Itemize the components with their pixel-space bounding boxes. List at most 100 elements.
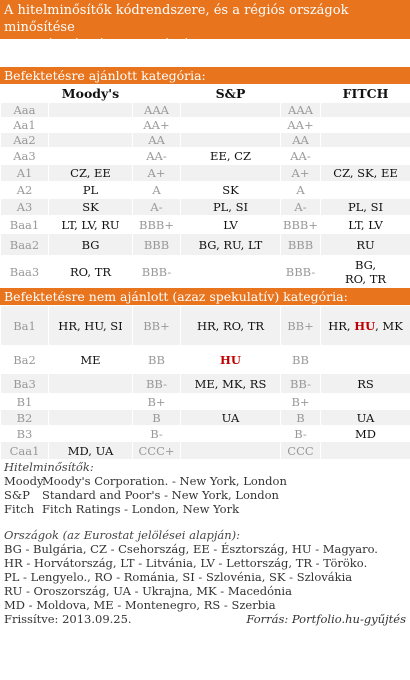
rating-row: Aa3 AA- EE, CZ AA- — [0, 147, 410, 165]
moodys-grade: Baa1 — [0, 215, 49, 234]
moodys-grade: B2 — [0, 409, 49, 426]
sp-countries — [180, 393, 281, 410]
header-fitch: FITCH — [320, 84, 410, 103]
fitch-grade: B — [280, 409, 321, 426]
sp-countries: PL, SI — [180, 198, 281, 216]
fitch-grade: AA — [280, 132, 321, 148]
header-moodys: Moody's — [48, 84, 133, 103]
rating-row: B1 B+ B+ — [0, 393, 410, 410]
rating-row: Aa2 AA AA — [0, 132, 410, 148]
fitch-countries — [320, 181, 410, 199]
moodys-grade: A1 — [0, 164, 49, 182]
fitch-countries: BG, RO, TR — [320, 255, 410, 288]
fitch-countries: RU — [320, 233, 410, 256]
rating-row: Caa1 MD, UA CCC+ CCC — [0, 441, 410, 460]
moodys-grade: B3 — [0, 425, 49, 442]
footer: Frissítve: 2013.09.25. Forrás: Portfolio… — [4, 612, 406, 626]
sp-countries — [180, 117, 281, 133]
sp-countries — [180, 164, 281, 182]
moodys-grade: Caa1 — [0, 441, 49, 460]
sp-grade: A- — [132, 198, 181, 216]
sp-grade: AAA — [132, 102, 181, 118]
sp-grade: B — [132, 409, 181, 426]
fitch-countries — [320, 345, 410, 374]
fitch-countries: RS — [320, 373, 410, 394]
moodys-countries: CZ, EE — [48, 164, 133, 182]
rating-row: Ba1 HR, HU, SI BB+ HR, RO, TR BB+ HR, HU, MK — [0, 305, 410, 346]
sp-countries: UA — [180, 409, 281, 426]
sp-countries: EE, CZ — [180, 147, 281, 165]
sp-grade: BBB+ — [132, 215, 181, 234]
hungary-highlight: HU — [220, 352, 241, 367]
moodys-countries — [48, 147, 133, 165]
fitch-countries — [320, 393, 410, 410]
fitch-countries — [320, 102, 410, 118]
fitch-grade: BBB- — [280, 255, 321, 288]
country-line: PL - Lengyelo., RO - Románia, SI - Szlov… — [4, 570, 353, 584]
sp-countries: SK — [180, 181, 281, 199]
moodys-countries: RO, TR — [48, 255, 133, 288]
moodys-countries: SK — [48, 198, 133, 216]
header-banner: A hitelminősítők kódrendszere, és a régi… — [0, 0, 410, 51]
moodys-countries: ME — [48, 345, 133, 374]
sp-grade: BBB- — [132, 255, 181, 288]
rating-row: A1 CZ, EE A+ A+ CZ, SK, EE — [0, 164, 410, 182]
fitch-grade: AAA — [280, 102, 321, 118]
fitch-countries — [320, 132, 410, 148]
fitch-grade: AA- — [280, 147, 321, 165]
investment-table: Moody's S&P FITCH Aaa AAA AAA Aa1 AA+ AA+ Aa2 A… — [0, 84, 410, 288]
sp-grade: AA- — [132, 147, 181, 165]
agencies-heading: Hitelminősítők: — [4, 460, 94, 474]
hungary-highlight: HU — [354, 318, 376, 333]
fitch-grade: B+ — [280, 393, 321, 410]
sp-countries — [180, 132, 281, 148]
moodys-grade: Baa3 — [0, 255, 49, 288]
source: Forrás: Portfolio.hu-gyűjtés — [246, 612, 406, 626]
moodys-grade: B1 — [0, 393, 49, 410]
rating-row: A3 SK A- PL, SI A- PL, SI — [0, 198, 410, 216]
country-code: , MK — [375, 318, 403, 333]
moodys-countries: BG — [48, 233, 133, 256]
sp-grade: B- — [132, 425, 181, 442]
header-row: Moody's S&P FITCH — [0, 84, 410, 103]
fitch-countries: LT, LV — [320, 215, 410, 234]
sp-grade: BBB — [132, 233, 181, 256]
moodys-countries — [48, 117, 133, 133]
fitch-grade: BBB — [280, 233, 321, 256]
sp-grade: AA — [132, 132, 181, 148]
investment-section-title: Befektetésre ajánlott kategória: — [0, 67, 410, 84]
moodys-grade: Aaa — [0, 102, 49, 118]
fitch-grade: BBB+ — [280, 215, 321, 234]
moodys-countries — [48, 425, 133, 442]
moodys-grade: Aa2 — [0, 132, 49, 148]
fitch-countries: HR, HU, MK — [320, 305, 410, 346]
rating-row: Baa3 RO, TR BBB- BBB- BG, RO, TR — [0, 255, 410, 288]
rating-row: Baa1 LT, LV, RU BBB+ LV BBB+ LT, LV — [0, 215, 410, 234]
fitch-grade: A — [280, 181, 321, 199]
sp-grade: AA+ — [132, 117, 181, 133]
fitch-countries: CZ, SK, EE — [320, 164, 410, 182]
moodys-countries: MD, UA — [48, 441, 133, 460]
rating-row: Ba3 BB- ME, MK, RS BB- RS — [0, 373, 410, 394]
country-line: MD - Moldova, ME - Montenegro, RS - Szer… — [4, 598, 276, 612]
sp-countries — [180, 425, 281, 442]
rating-row: Aaa AAA AAA — [0, 102, 410, 118]
agency-sp: S&P Standard and Poor's - New York, Londo… — [4, 488, 279, 502]
fitch-grade: BB+ — [280, 305, 321, 346]
countries-heading: Országok (az Eurostat jelölései alapján)… — [4, 528, 241, 542]
moodys-countries: HR, HU, SI — [48, 305, 133, 346]
fitch-grade: BB — [280, 345, 321, 374]
agency-moody: Moody Moody's Corporation. - New York, Lo… — [4, 474, 287, 488]
sp-grade: A+ — [132, 164, 181, 182]
legend: Hitelminősítők: Moody Moody's Corporation… — [0, 460, 410, 626]
moodys-countries — [48, 409, 133, 426]
fitch-grade: CCC — [280, 441, 321, 460]
moodys-countries — [48, 373, 133, 394]
moodys-grade: A2 — [0, 181, 49, 199]
rating-row: B3 B- B- MD — [0, 425, 410, 442]
moodys-grade: Aa3 — [0, 147, 49, 165]
moodys-countries: LT, LV, RU — [48, 215, 133, 234]
fitch-countries — [320, 117, 410, 133]
moodys-countries — [48, 393, 133, 410]
moodys-grade: Baa2 — [0, 233, 49, 256]
